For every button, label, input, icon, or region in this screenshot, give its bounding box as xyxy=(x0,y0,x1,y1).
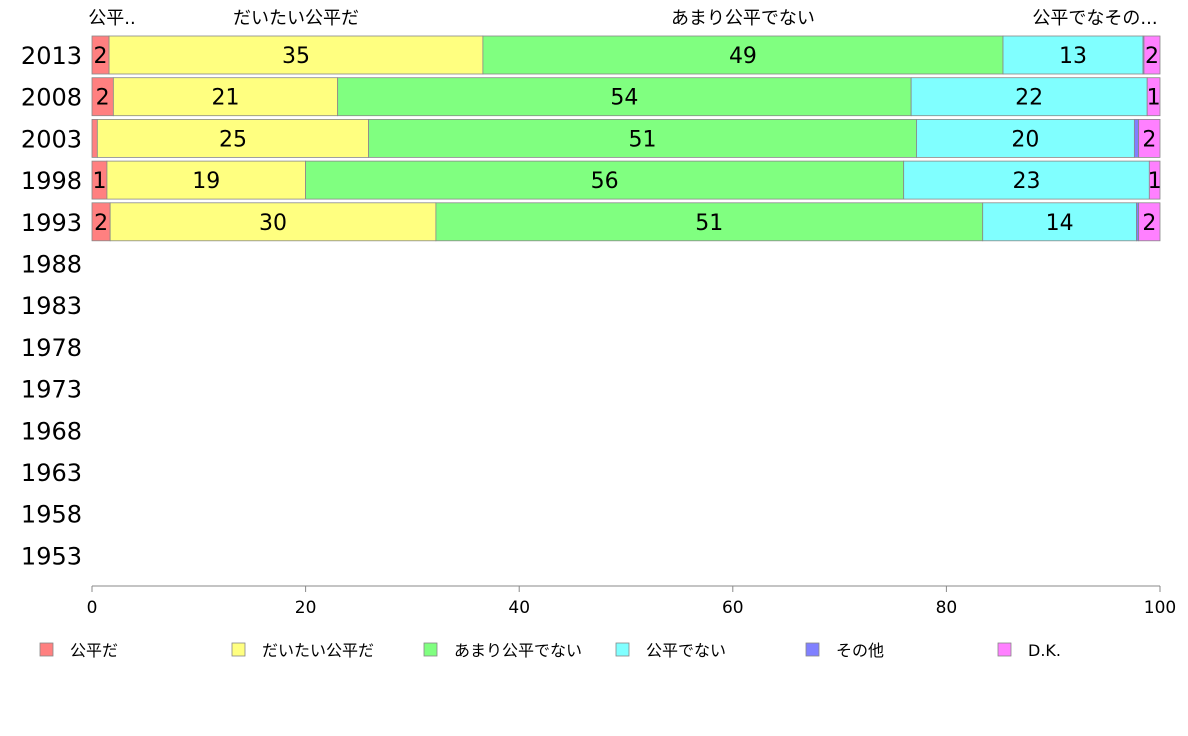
header-label: だいたい公平だ xyxy=(233,8,359,29)
legend-swatch xyxy=(805,642,820,657)
data-label: 19 xyxy=(192,169,220,194)
y-tick-label: 2008 xyxy=(21,84,82,112)
data-label: 1 xyxy=(92,169,106,194)
data-label: 2 xyxy=(96,86,110,111)
bar-segment xyxy=(337,77,912,117)
bar-segment xyxy=(1146,77,1161,117)
data-label: 22 xyxy=(1015,86,1043,111)
y-tick-label: 1993 xyxy=(21,209,82,237)
data-label: 35 xyxy=(282,44,310,69)
bar-segment xyxy=(91,119,98,158)
x-tick-label: 60 xyxy=(722,598,744,618)
data-label: 51 xyxy=(629,127,657,152)
data-label: 54 xyxy=(610,86,638,111)
y-tick-label: 2003 xyxy=(21,125,82,153)
data-label: 2 xyxy=(1142,211,1156,236)
data-label: 1 xyxy=(1147,86,1161,111)
data-label: 13 xyxy=(1059,44,1087,69)
bar-segment xyxy=(109,202,437,242)
x-tick-label: 40 xyxy=(508,598,530,618)
bar-segment xyxy=(982,202,1137,242)
bar-segment xyxy=(106,160,306,200)
data-label: 1 xyxy=(1148,169,1162,194)
data-label: 2 xyxy=(94,211,108,236)
data-label: 2 xyxy=(1142,127,1156,152)
legend-swatch xyxy=(997,642,1012,657)
x-tick-label: 80 xyxy=(936,598,958,618)
legend-label: あまり公平でない xyxy=(454,641,582,660)
bars: 2 35 49 13 22 21 54 22 125 51 20 21 19 56 23 12 30 51 14 2 xyxy=(91,35,1162,242)
data-label: 25 xyxy=(219,127,247,152)
legend-label: だいたい公平だ xyxy=(262,641,374,660)
data-label: 49 xyxy=(729,44,757,69)
y-tick-label: 1963 xyxy=(21,459,82,487)
segment-header-labels: 公平.. だいたい公平だ あまり公平でない 公平でなその... xyxy=(88,8,1157,29)
y-tick-label: 1953 xyxy=(21,542,82,570)
bar-segment xyxy=(305,160,905,200)
legend: 公平だ だいたい公平だ あまり公平でない 公平でない その他 D.K. xyxy=(39,641,1061,660)
bar-segment xyxy=(1143,35,1161,75)
data-label: 23 xyxy=(1013,169,1041,194)
bar-segment xyxy=(916,119,1135,158)
bar-segment xyxy=(1138,202,1161,242)
y-tick-label: 1983 xyxy=(21,292,82,320)
data-label: 2 xyxy=(94,44,108,69)
y-tick-label: 1958 xyxy=(21,501,82,529)
header-label: あまり公平でない xyxy=(671,8,815,29)
bar-segment xyxy=(112,77,339,117)
data-label: 30 xyxy=(259,211,287,236)
legend-swatch xyxy=(615,642,630,657)
y-tick-label: 2013 xyxy=(21,42,82,70)
legend-label: 公平でない xyxy=(646,641,726,660)
y-tick-label: 1978 xyxy=(21,334,82,362)
header-label: 公平.. xyxy=(88,8,135,29)
data-label: 20 xyxy=(1011,127,1039,152)
x-tick-label: 20 xyxy=(295,598,317,618)
legend-label: 公平だ xyxy=(70,641,118,660)
data-label: 2 xyxy=(1145,44,1159,69)
bar-segment xyxy=(1148,160,1161,200)
legend-label: D.K. xyxy=(1028,641,1061,660)
y-axis-labels: 2013 2008 2003 1998 1993 1988 1983 1978 1973 1968… xyxy=(21,42,82,570)
data-label: 14 xyxy=(1046,211,1074,236)
bar-segment xyxy=(368,119,917,158)
legend-swatch xyxy=(423,642,438,657)
bar-segment xyxy=(903,160,1150,200)
y-tick-label: 1968 xyxy=(21,417,82,445)
bar-segment xyxy=(108,35,484,75)
y-tick-label: 1973 xyxy=(21,376,82,404)
y-tick-label: 1988 xyxy=(21,251,82,279)
legend-label: その他 xyxy=(836,641,884,660)
y-tick-label: 1998 xyxy=(21,167,82,195)
bar-segment xyxy=(1133,119,1140,158)
header-label: 公平でなその... xyxy=(1032,8,1157,29)
legend-swatch xyxy=(231,642,246,657)
x-tick-label: 0 xyxy=(87,598,98,618)
bar-segment xyxy=(435,202,984,242)
bar-segment xyxy=(910,77,1148,117)
data-label: 56 xyxy=(591,169,619,194)
data-label: 51 xyxy=(695,211,723,236)
bar-segment xyxy=(482,35,1004,75)
bar-segment xyxy=(1002,35,1144,75)
legend-swatch xyxy=(39,642,54,657)
x-tick-label: 100 xyxy=(1144,598,1176,618)
x-axis: 0 20 40 60 80 100 xyxy=(87,585,1176,618)
data-label: 21 xyxy=(212,86,240,111)
bar-segment xyxy=(96,119,370,158)
bar-segment xyxy=(1138,119,1161,158)
